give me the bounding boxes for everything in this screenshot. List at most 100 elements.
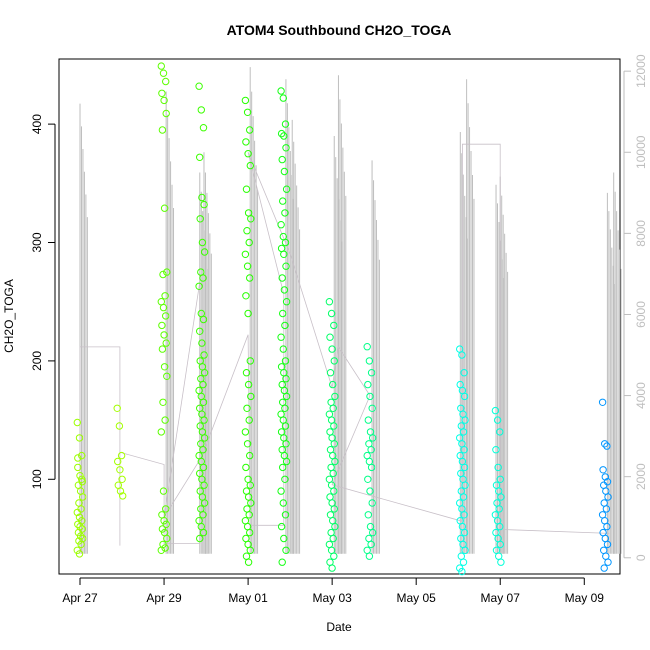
data-point	[364, 511, 372, 519]
data-point	[117, 451, 126, 460]
data-point	[77, 540, 85, 549]
data-point	[196, 327, 204, 335]
data-point	[196, 153, 204, 162]
data-point	[364, 475, 372, 483]
data-point	[195, 82, 203, 90]
data-point	[495, 505, 503, 513]
data-point	[329, 404, 337, 412]
data-point	[199, 511, 207, 519]
data-point	[281, 404, 289, 412]
data-point	[459, 558, 468, 566]
data-point	[163, 534, 171, 543]
data-point	[279, 94, 287, 102]
data-point	[366, 428, 375, 436]
data-point	[200, 200, 208, 209]
data-point	[461, 416, 469, 424]
data-point	[113, 404, 121, 412]
data-point	[200, 351, 208, 359]
data-point	[198, 238, 207, 247]
data-point	[329, 469, 337, 478]
data-point	[243, 404, 251, 412]
data-point	[460, 528, 469, 537]
data-point	[599, 466, 607, 474]
data-point	[282, 375, 290, 383]
data-point	[330, 357, 338, 365]
data-point	[281, 238, 290, 247]
data-point	[199, 315, 208, 324]
data-point	[367, 446, 375, 454]
data-point	[73, 418, 82, 427]
data-point	[242, 463, 250, 472]
data-point	[459, 493, 468, 501]
data-point	[328, 345, 336, 353]
x-axis: Apr 27 Apr 29 May 01 May 03 May 05 May 07 May …	[62, 577, 605, 605]
data-point	[604, 493, 612, 501]
data-point	[282, 546, 290, 554]
data-point	[601, 440, 609, 448]
data-point	[74, 454, 82, 462]
data-point	[329, 380, 337, 389]
data-point	[244, 493, 253, 501]
data-point	[244, 380, 253, 389]
data-point	[73, 508, 82, 517]
data-point	[279, 345, 287, 353]
data-point	[281, 321, 289, 330]
data-point	[160, 204, 169, 212]
data-point	[460, 392, 469, 401]
data-point	[159, 487, 168, 495]
data-point	[603, 522, 611, 531]
data-point	[196, 215, 204, 223]
data-point	[460, 511, 468, 519]
data-point	[277, 333, 285, 341]
data-point	[331, 457, 339, 466]
data-point	[331, 522, 339, 531]
data-point	[76, 532, 85, 540]
data-point	[365, 552, 374, 560]
data-point	[281, 120, 290, 128]
data-point	[199, 274, 207, 282]
x-tick-label: May 05	[397, 591, 437, 605]
data-point	[278, 558, 286, 566]
data-point	[460, 463, 469, 472]
data-point	[247, 392, 255, 401]
data-point	[246, 451, 254, 460]
data-point	[277, 129, 286, 138]
data-point	[493, 416, 502, 424]
data-point	[369, 434, 377, 442]
data-point	[242, 292, 250, 300]
data-point	[282, 298, 291, 306]
data-point	[162, 520, 170, 528]
data-point	[199, 446, 207, 454]
data-point	[281, 209, 289, 217]
data-point	[246, 546, 255, 554]
data-point	[74, 463, 82, 472]
data-point	[200, 416, 208, 424]
data-point	[330, 321, 338, 330]
data-point	[244, 150, 252, 158]
data-point	[199, 463, 208, 472]
data-point	[162, 109, 170, 118]
data-point	[158, 345, 167, 353]
scatter-points	[73, 62, 612, 576]
x-tick-label: May 09	[565, 591, 605, 605]
data-point	[195, 282, 203, 290]
data-point	[243, 227, 251, 235]
data-point	[367, 540, 375, 549]
y2-tick-label: 2000	[634, 463, 648, 490]
data-point	[281, 475, 289, 483]
data-point	[457, 552, 465, 560]
data-point	[118, 475, 126, 483]
y-axis-label: CH2O_TOGA	[2, 279, 16, 353]
data-point	[243, 108, 252, 117]
data-point	[158, 89, 166, 98]
data-point	[246, 357, 255, 365]
data-point	[277, 522, 286, 531]
data-point	[198, 193, 206, 202]
data-point	[78, 451, 86, 460]
y2-tick-label: 0	[634, 554, 648, 561]
data-point	[326, 493, 334, 501]
data-point	[246, 126, 254, 134]
data-point	[158, 525, 167, 533]
data-point	[280, 534, 288, 543]
data-point	[200, 481, 208, 489]
